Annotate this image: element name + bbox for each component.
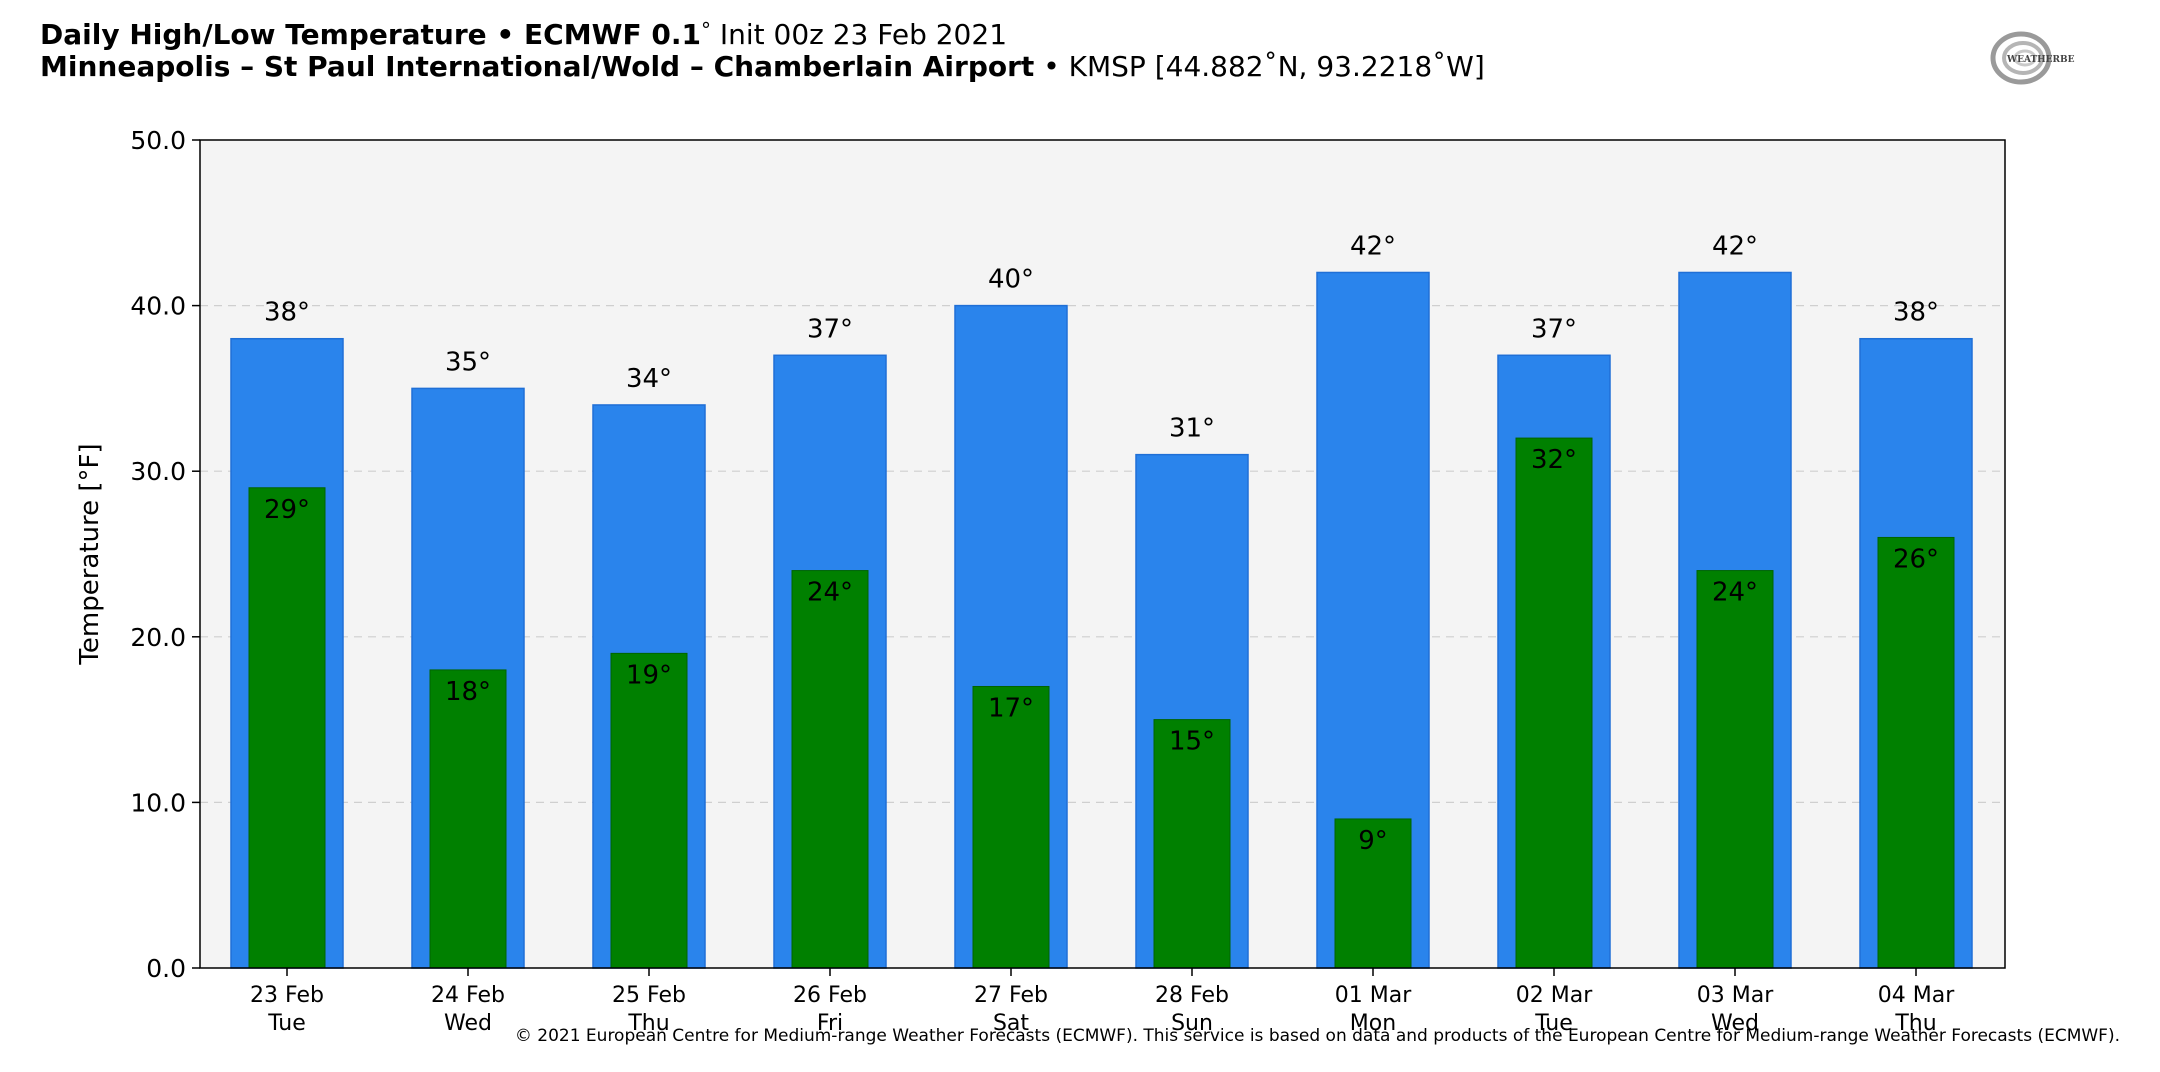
high-label: 38°	[264, 298, 310, 328]
x-tick-weekday: Fri	[817, 1011, 843, 1036]
low-label: 9°	[1358, 826, 1388, 856]
chart-title: Daily High/Low Temperature • ECMWF 0.1° …	[40, 18, 1007, 51]
high-label: 31°	[1169, 414, 1215, 444]
low-label: 26°	[1893, 544, 1939, 574]
low-label: 29°	[264, 495, 310, 525]
low-label: 32°	[1531, 445, 1577, 475]
high-label: 42°	[1350, 231, 1396, 261]
low-bar	[248, 487, 326, 969]
y-tick-label: 10.0	[130, 788, 186, 817]
y-axis-label: Temperature [°F]	[75, 443, 105, 665]
x-tick-label: 28 Feb	[1155, 983, 1229, 1008]
high-label: 38°	[1893, 298, 1939, 328]
low-label: 15°	[1169, 727, 1215, 757]
low-label: 17°	[988, 693, 1034, 723]
low-bar	[1334, 818, 1412, 969]
station-coords: • KMSP [44.882˚N, 93.2218˚W]	[1034, 50, 1485, 83]
high-label: 40°	[988, 265, 1034, 295]
station-title: Minneapolis – St Paul International/Wold…	[40, 50, 1485, 83]
x-tick-weekday: Tue	[267, 1011, 306, 1036]
low-bar	[1515, 437, 1593, 969]
x-tick-weekday: Thu	[627, 1011, 669, 1036]
data-labels: 38° 29° 35° 18° 34° 19° 37° 24° 40° 17° 31° 15° 42° 9…	[264, 231, 1939, 855]
low-bar	[972, 685, 1050, 969]
x-tick-weekday: Mon	[1350, 1011, 1396, 1036]
x-tick-weekday: Tue	[1534, 1011, 1573, 1036]
high-label: 37°	[1531, 314, 1577, 344]
copyright-notice: © 2021 European Centre for Medium-range …	[514, 1026, 2120, 1046]
x-tick-label: 25 Feb	[612, 983, 686, 1008]
weatherbell-logo: WEATHERBELL	[1990, 31, 2075, 85]
high-label: 34°	[626, 364, 672, 394]
chart-title-main: Daily High/Low Temperature • ECMWF 0.1	[40, 18, 701, 51]
plot-frame	[199, 139, 2006, 969]
y-tick-label: 0.0	[146, 954, 186, 983]
y-tick-label: 20.0	[130, 623, 186, 652]
x-tick-label: 04 Mar	[1878, 983, 1955, 1008]
x-tick-label: 01 Mar	[1335, 983, 1412, 1008]
x-tick-label: 23 Feb	[250, 983, 324, 1008]
x-tick-label: 26 Feb	[793, 983, 867, 1008]
low-bar	[1696, 570, 1774, 969]
x-tick-label: 02 Mar	[1516, 983, 1593, 1008]
low-label: 19°	[626, 660, 672, 690]
chart-title-init: Init 00z 23 Feb 2021	[710, 18, 1008, 51]
weatherbell-swirl-icon	[1990, 31, 2052, 85]
y-tick-label: 30.0	[130, 457, 186, 486]
low-bar	[1153, 719, 1231, 969]
weatherbell-logo-text: WEATHERBELL	[2006, 55, 2075, 65]
x-axis: 23 Feb Tue 24 Feb Wed 25 Feb Thu 26 Feb Fri 27 F…	[250, 968, 1955, 1036]
chart-title-degree: °	[700, 18, 711, 42]
high-label: 42°	[1712, 231, 1758, 261]
high-label: 37°	[807, 314, 853, 344]
x-tick-label: 03 Mar	[1697, 983, 1774, 1008]
station-name: Minneapolis – St Paul International/Wold…	[40, 50, 1035, 83]
low-bar	[610, 652, 688, 969]
y-tick-label: 50.0	[130, 126, 186, 155]
low-bar	[1877, 536, 1955, 969]
x-tick-weekday: Wed	[444, 1011, 492, 1036]
low-bar	[791, 570, 869, 969]
low-label: 24°	[1712, 578, 1758, 608]
y-axis: 0.0 10.0 20.0 30.0 40.0 50.0	[130, 126, 200, 983]
low-label: 24°	[807, 578, 853, 608]
x-tick-label: 24 Feb	[431, 983, 505, 1008]
x-tick-label: 27 Feb	[974, 983, 1048, 1008]
low-label: 18°	[445, 677, 491, 707]
bars	[230, 271, 1973, 969]
high-label: 35°	[445, 347, 491, 377]
x-tick-weekday: Thu	[1894, 1011, 1936, 1036]
x-tick-weekday: Wed	[1711, 1011, 1759, 1036]
x-tick-weekday: Sun	[1171, 1011, 1213, 1036]
x-tick-weekday: Sat	[993, 1011, 1029, 1036]
low-bar	[429, 669, 507, 969]
y-tick-label: 40.0	[130, 292, 186, 321]
